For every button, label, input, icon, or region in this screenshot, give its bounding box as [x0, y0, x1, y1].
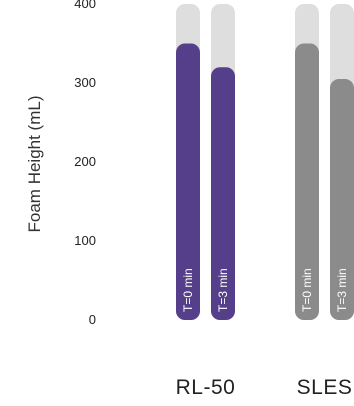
y-tick-label: 400 — [74, 0, 96, 11]
y-axis-title: Foam Height (mL) — [25, 96, 44, 233]
bar-label: T=3 min — [216, 268, 230, 312]
y-tick-label: 100 — [74, 233, 96, 248]
bar-rl-50-t3 — [211, 67, 235, 320]
y-tick-label: 200 — [74, 154, 96, 169]
bars — [176, 43, 354, 320]
bar-rl-50-t0 — [176, 43, 200, 320]
bar-label: T=3 min — [335, 268, 349, 312]
bar-label: T=0 min — [181, 268, 195, 312]
y-tick-label: 300 — [74, 75, 96, 90]
category-label: RL-50 — [176, 376, 236, 399]
bar-labels: T=0 min T=3 min T=0 min T=3 min — [181, 268, 349, 312]
y-axis-ticks: 0 100 200 300 400 — [74, 0, 96, 327]
bar-label: T=0 min — [300, 268, 314, 312]
y-tick-label: 0 — [89, 312, 96, 327]
bar-sles-t3 — [330, 79, 354, 320]
bar-tracks — [176, 4, 354, 320]
category-labels: RL-50 SLES — [176, 376, 353, 399]
bar-sles-t0 — [295, 43, 319, 320]
category-label: SLES — [297, 376, 353, 399]
